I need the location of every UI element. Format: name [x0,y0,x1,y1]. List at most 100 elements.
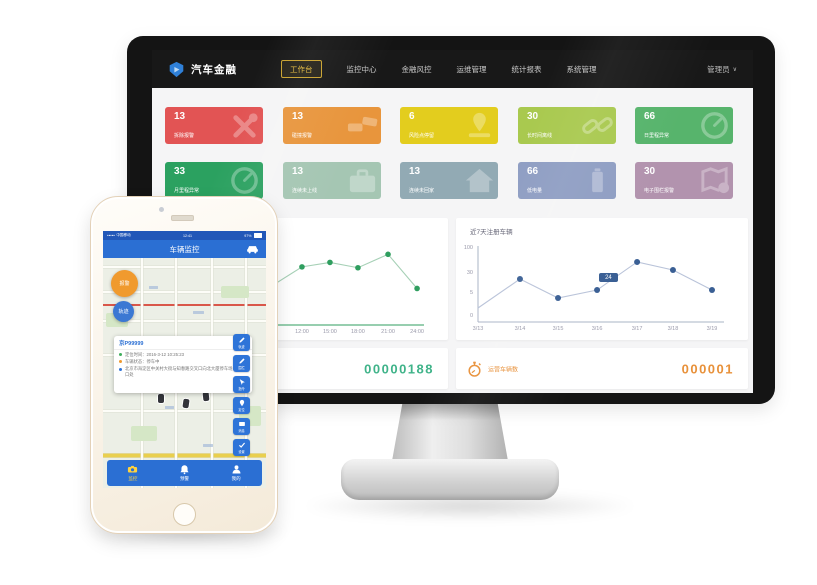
stat-tile[interactable]: 30 电子围栏报警 [635,162,733,199]
clock-label: 12:41 [183,233,192,238]
tool-label: 定位 [238,408,245,413]
tool-label: 指令 [238,387,245,392]
stat-tile[interactable]: 30 长时间离线 [518,107,616,144]
tool-label: 设置 [238,450,245,455]
map-tool-button[interactable]: 定位 [233,397,250,414]
battery-icon [253,233,262,238]
tile-value: 13 [174,111,186,122]
weekly-line-chart-card: 近7天注册车辆 3/13 3/14 3/15 3/16 3/17 3/18 3/19 100 3… [456,218,748,340]
phone-tabbar: 监控 预警 我的 [107,460,262,486]
tool-label: 围栏 [238,366,245,371]
app-navbar: 汽车金融 工作台 监控中心 金融风控 运维管理 统计报表 系统管理 管理员 ∨ [152,50,753,88]
home-icon [465,168,494,193]
y-axis-label: 30 [466,270,473,277]
map-feature [149,286,158,289]
tile-label: 碰撞报警 [292,133,313,139]
tile-value: 13 [292,111,304,122]
chain-icon [582,117,613,134]
pencil-icon [238,358,245,364]
tab-预警[interactable]: 预警 [159,460,211,486]
stat-tile[interactable]: 13 连续未回家 [400,162,498,199]
stat-tile[interactable]: 13 连续未上线 [283,162,381,199]
tab-label: 我的 [231,475,241,481]
map-tool-button[interactable]: 设置 [233,439,250,456]
tile-value: 30 [527,111,539,122]
line-chart [477,246,724,323]
bullet-dot [119,367,122,371]
nav-item[interactable]: 监控中心 [346,64,377,74]
map-float-button[interactable]: 报警 [111,270,138,297]
tile-label: 拆除报警 [174,133,195,139]
app-logo-text: 汽车金融 [191,63,237,76]
tile-label: 低电量 [527,188,543,194]
map-feature [221,286,249,298]
operating-counter-card: 运营车辆数 000001 [456,348,748,389]
x-axis-label: 12:00 [295,329,309,335]
y-axis-label: 100 [463,245,473,251]
x-axis-label: 3/13 [472,326,484,332]
map-feature [103,410,266,412]
bell-icon [180,465,189,475]
popup-info-text: 车辆状态：停车中 [125,358,160,364]
phone-frame: ●●●●● 中国移动 12:41 97% 车辆监控 报警 轨迹 [90,196,278,534]
tab-我的[interactable]: 我的 [210,460,262,486]
tab-label: 预警 [180,475,189,481]
tool-label: 消息 [238,429,245,434]
vehicle-marker[interactable] [158,394,164,403]
stat-tile[interactable]: 13 拆除报警 [165,107,263,144]
vehicle-marker[interactable] [182,398,190,409]
gauge-icon [701,112,728,139]
car-icon[interactable] [246,244,259,254]
nav-item[interactable]: 系统管理 [566,64,597,74]
pencil-icon [238,337,245,343]
map-float-button[interactable]: 轨迹 [113,301,134,322]
popup-info-row: 定位时间：2016-3-12 10:25:23 [114,350,242,357]
tile-value: 66 [644,111,656,122]
popup-info-row: 车辆状态：停车中 [114,357,242,364]
battery-icon [592,168,603,193]
x-axis-label: 3/16 [591,326,603,332]
tab-监控[interactable]: 监控 [107,460,159,486]
y-axis-label: 0 [469,313,473,320]
nav-item[interactable]: 工作台 [281,60,322,78]
tile-value: 33 [174,166,186,177]
x-axis-label: 18:00 [351,329,365,335]
tools-icon [233,113,258,138]
map-feature [203,444,213,447]
carrier-label: 中国移动 [116,233,131,237]
chart-title: 近7天注册车辆 [470,229,513,236]
map-tool-button[interactable]: 指令 [233,376,250,393]
stat-tile[interactable]: 66 日里程异常 [635,107,733,144]
map-feature [103,266,266,268]
x-axis-label: 3/14 [514,326,526,332]
map-tool-button[interactable]: 围栏 [233,355,250,372]
check-icon [238,442,245,448]
stat-tile[interactable]: 66 低电量 [518,162,616,199]
bullet-dot [119,353,122,356]
stat-tile[interactable]: 6 风险点停留 [400,107,498,144]
tab-label: 监控 [128,475,138,481]
app-logo-icon [169,61,184,77]
monitor-stand-neck [392,403,508,461]
tile-label: 长时间离线 [527,133,553,139]
user-menu[interactable]: 管理员 ∨ [707,64,737,75]
bullet-dot [119,360,122,364]
operating-counter-value: 000001 [681,361,734,376]
tile-label: 月里程异常 [174,188,200,194]
nav-item[interactable]: 运维管理 [456,64,487,74]
nav-item[interactable]: 金融风控 [401,64,432,74]
vehicle-marker[interactable] [202,391,210,402]
phone-titlebar: 车辆监控 [103,240,266,258]
tile-value: 6 [409,111,415,122]
vehicle-info-popup: 京P99999 ✕ 定位时间：2016-3-12 10:25:23车辆状态：停车… [114,336,252,393]
battery-percent: 97% [244,233,252,238]
x-axis-label: 15:00 [323,329,337,335]
stopwatch-icon [468,361,481,377]
home-button[interactable] [173,503,196,526]
map-tool-button[interactable]: 轨迹 [233,334,250,351]
popup-info-text: 定位时间：2016-3-12 10:25:23 [125,351,184,357]
nav-item[interactable]: 统计报表 [511,64,542,74]
map-tool-button[interactable]: 消息 [233,418,250,435]
stat-tile[interactable]: 13 碰撞报警 [283,107,381,144]
stat-tile[interactable]: 33 月里程异常 [165,162,263,199]
